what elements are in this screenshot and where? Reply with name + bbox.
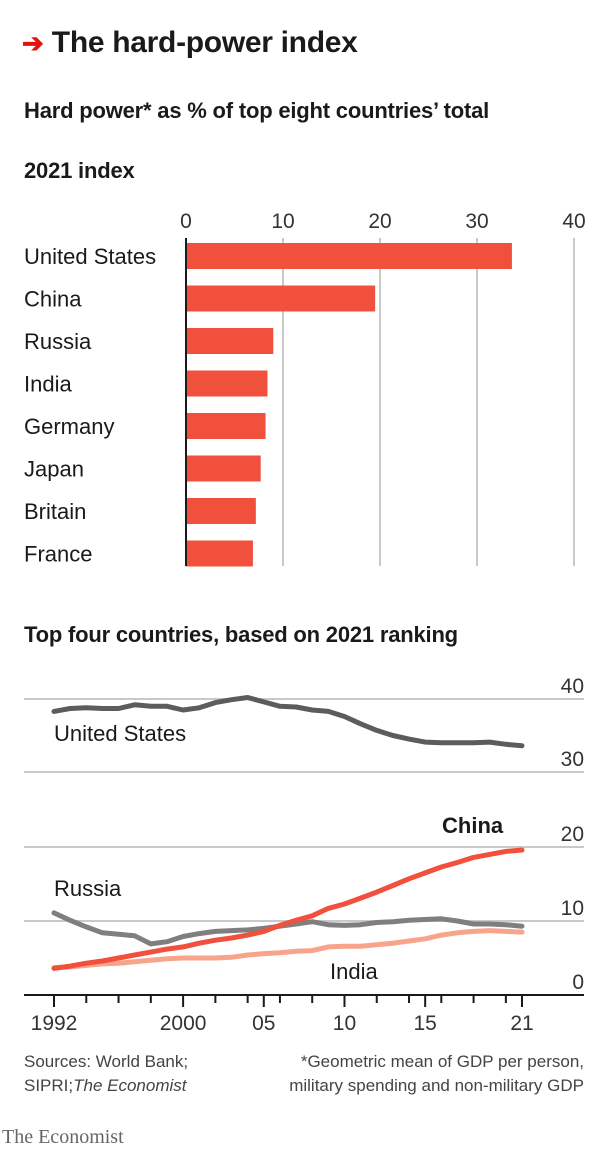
lower-y-tick-label: 10	[561, 897, 584, 920]
x-tick-label: 1992	[31, 1012, 78, 1035]
bar-x-tick-label: 0	[180, 210, 192, 233]
series-line-russia	[51, 910, 525, 947]
x-tick-label: 10	[333, 1012, 356, 1035]
lower-y-tick-label: 0	[572, 971, 584, 994]
bar	[186, 328, 274, 354]
bar	[186, 540, 253, 567]
line-section-label: Top four countries, based on 2021 rankin…	[24, 622, 458, 647]
definition-note: *Geometric mean of GDP per person, milit…	[289, 1050, 584, 1098]
chart-subtitle: Hard power* as % of top eight countries’…	[24, 98, 490, 123]
series-label-united-states: United States	[54, 721, 186, 746]
sources-prefix: SIPRI;	[24, 1076, 74, 1095]
bar-category-label: United States	[24, 244, 156, 269]
bar	[186, 498, 256, 524]
series-line-india	[51, 928, 525, 971]
bar-chart: 0 10 20 30 40 United States China Russia India Ge…	[24, 210, 586, 567]
bar-category-label: Britain	[24, 499, 86, 524]
bar	[186, 455, 261, 482]
x-tick-label: 05	[252, 1012, 275, 1035]
bar-x-tick-label: 40	[562, 210, 585, 233]
lower-y-tick-label: 20	[561, 823, 584, 846]
series-line-china	[51, 847, 525, 971]
bar-category-label: Germany	[24, 414, 114, 439]
bar	[186, 285, 376, 312]
bar-category-label: Russia	[24, 329, 92, 354]
bar	[186, 370, 268, 397]
series-label-india: India	[330, 959, 378, 984]
note-line-2: military spending and non-military GDP	[289, 1076, 584, 1095]
bar-x-tick-label: 20	[368, 210, 391, 233]
note-line-1: *Geometric mean of GDP per person,	[300, 1052, 584, 1071]
bar-category-label: China	[24, 287, 82, 312]
sources-line-1: Sources: World Bank;	[24, 1052, 189, 1071]
series-label-russia: Russia	[54, 876, 122, 901]
title-row: ➔ The hard-power index	[22, 26, 358, 60]
sources-publication: The Economist	[73, 1076, 187, 1095]
page-title: The hard-power index	[51, 26, 358, 59]
sources-note: Sources: World Bank; SIPRI;The Economist	[24, 1050, 188, 1098]
bar-x-tick-label: 10	[271, 210, 294, 233]
series-label-china: China	[442, 813, 504, 838]
arrow-icon: ➔	[22, 28, 44, 58]
upper-y-tick-label: 40	[561, 675, 584, 698]
x-tick-label: 15	[413, 1012, 436, 1035]
series-line-united-states	[51, 695, 525, 749]
bar	[186, 413, 266, 439]
upper-y-tick-label: 30	[561, 748, 584, 771]
bar-category-label: France	[24, 542, 92, 567]
bar-category-label: Japan	[24, 457, 84, 482]
bar	[186, 243, 512, 269]
x-tick-label: 21	[510, 1012, 533, 1035]
x-tick-label: 2000	[160, 1012, 207, 1035]
sources-line-2: SIPRI;The Economist	[24, 1074, 188, 1098]
bar-x-tick-label: 30	[465, 210, 488, 233]
bar-section-label: 2021 index	[24, 158, 135, 183]
brand-logo: The Economist	[2, 1126, 124, 1148]
bar-category-label: India	[24, 372, 72, 397]
